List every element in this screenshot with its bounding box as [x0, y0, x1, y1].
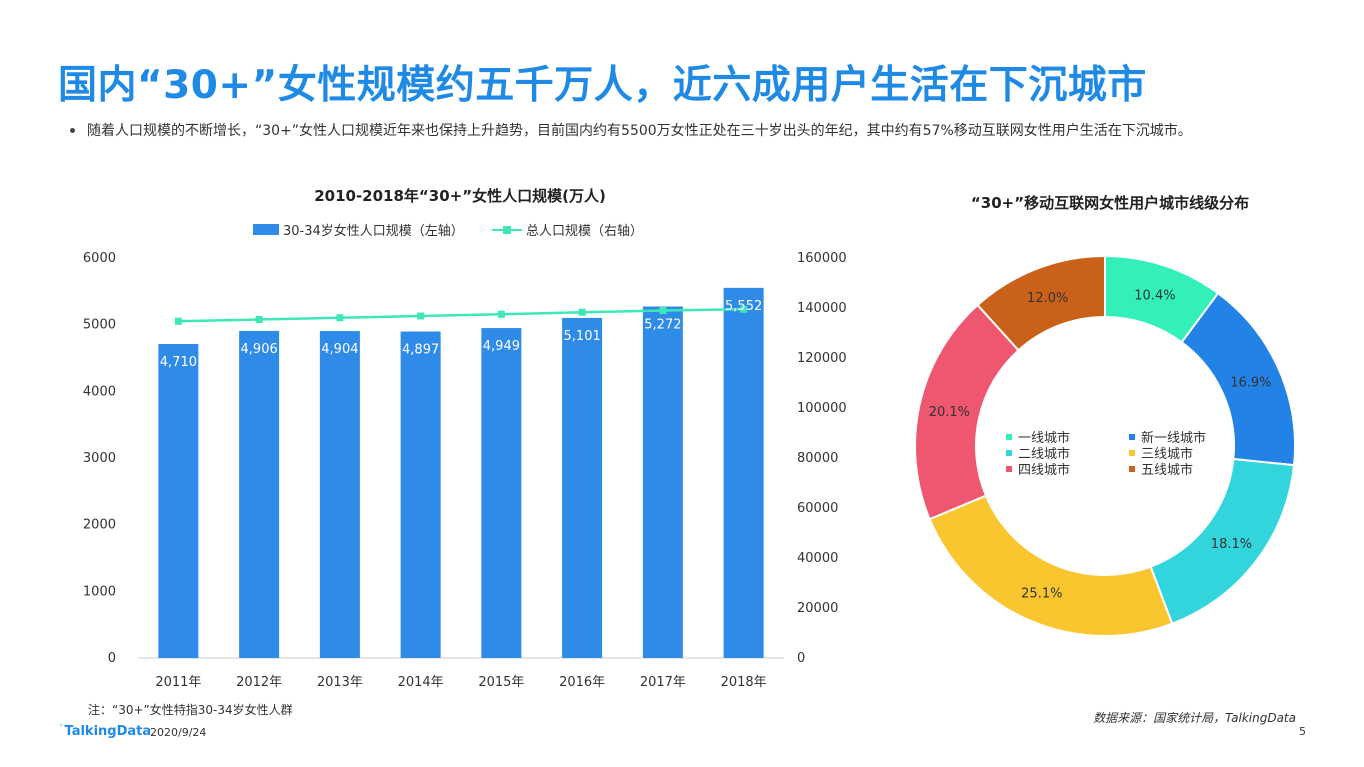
bar-chart-title: 2010-2018年“30+”女性人口规模(万人) [314, 187, 606, 205]
line-point [255, 316, 263, 323]
brand-mark: ˙ [58, 724, 65, 739]
y-left-tick-label: 4000 [83, 384, 116, 399]
pie-legend-tier3: 三线城市 [1129, 443, 1193, 462]
y-right-tick-label: 60000 [797, 501, 838, 516]
brand-logo: ˙TalkingData [58, 724, 151, 739]
y-right-tick-label: 20000 [797, 601, 838, 616]
y-right-tick-label: 80000 [797, 451, 838, 466]
line-point [497, 310, 505, 318]
pie-legend-label: 三线城市 [1141, 447, 1194, 462]
brand-name: TalkingData [64, 724, 152, 739]
legend-bar-label: 30-34岁女性人口规模（左轴） [283, 224, 464, 239]
pie-legend-swatch [1006, 433, 1012, 440]
bar-line-chart: 0100020003000400050006000020000400006000… [83, 251, 847, 690]
y-right-tick-label: 120000 [797, 351, 847, 366]
pie-legend-label: 四线城市 [1018, 463, 1071, 478]
bar [481, 328, 522, 658]
y-left-tick-label: 3000 [83, 451, 116, 466]
line-point [417, 312, 425, 320]
x-tick-label: 2014年 [398, 675, 444, 690]
line-point [336, 314, 344, 322]
x-tick-label: 2015年 [478, 675, 524, 690]
pie-legend-swatch [1129, 449, 1135, 456]
legend-bar-swatch [253, 224, 279, 235]
donut-chart-title: “30+”移动互联网女性用户城市线级分布 [970, 194, 1250, 212]
legend-line-series: 总人口规模（右轴） [492, 220, 643, 239]
pie-legend-tier4: 四线城市 [1006, 459, 1070, 478]
pie-legend-tier1: 一线城市 [1006, 427, 1070, 446]
pie-legend-label: 新一线城市 [1141, 431, 1207, 446]
bar-value-label: 5,101 [564, 329, 601, 344]
slice-label: 16.9% [1230, 375, 1271, 390]
bar-value-label: 4,710 [160, 355, 197, 370]
pie-legend-tier2: 二线城市 [1006, 443, 1070, 462]
bullet-point: 随着人口规模的不断增长，“30+”女性人口规模近年来也保持上升趋势，目前国内约有… [70, 121, 1270, 141]
bar [723, 287, 764, 658]
bar [319, 331, 360, 658]
x-tick-label: 2012年 [236, 675, 282, 690]
bar [642, 306, 683, 658]
x-tick-label: 2018年 [721, 675, 767, 690]
pie-legend-new-tier1: 新一线城市 [1129, 427, 1206, 446]
donut-chart: 10.4% 16.9% 18.1% 25.1% 20.1% 12.0% [914, 254, 1296, 637]
legend-bar-series: 30-34岁女性人口规模（左轴） [253, 220, 464, 239]
bar-value-label: 4,904 [321, 342, 358, 357]
y-right-tick-label: 140000 [797, 301, 847, 316]
pie-legend-label: 一线城市 [1018, 431, 1071, 446]
line-point [740, 305, 748, 313]
pie-legend-label: 二线城市 [1018, 447, 1071, 462]
y-left-tick-label: 0 [108, 651, 116, 666]
bullet-text: 随着人口规模的不断增长，“30+”女性人口规模近年来也保持上升趋势，目前国内约有… [87, 123, 1192, 139]
y-left-tick-label: 6000 [83, 251, 116, 266]
x-tick-label: 2011年 [155, 675, 201, 690]
slice-label: 20.1% [929, 405, 970, 420]
page-number: 5 [1299, 725, 1306, 738]
y-right-tick-label: 40000 [797, 551, 838, 566]
page-title: 国内“30+”女性规模约五千万人，近六成用户生活在下沉城市 [58, 63, 1147, 108]
legend-line-label: 总人口规模（右轴） [526, 224, 644, 239]
pie-legend-label: 五线城市 [1141, 463, 1194, 478]
y-left-tick-label: 2000 [83, 518, 116, 533]
pie-legend-tier5: 五线城市 [1129, 459, 1193, 478]
bar [158, 344, 199, 658]
bullet-dot [70, 128, 75, 133]
pie-legend-swatch [1006, 465, 1012, 472]
bar [562, 317, 603, 658]
bar-value-label: 5,552 [725, 299, 762, 314]
bar-value-label: 4,906 [241, 342, 278, 357]
total-population-line [178, 308, 744, 323]
y-left-tick-label: 5000 [83, 318, 116, 333]
donut-slice [928, 494, 1174, 637]
pie-legend-swatch [1129, 433, 1135, 440]
bar-value-label: 5,272 [644, 318, 681, 333]
slice-label: 12.0% [1027, 291, 1068, 306]
bar-value-label: 4,949 [483, 339, 520, 354]
x-tick-label: 2017年 [640, 675, 686, 690]
pie-legend-swatch [1129, 465, 1135, 472]
bar [239, 330, 280, 658]
bar-value-label: 4,897 [402, 343, 439, 358]
slice-label: 25.1% [1021, 586, 1062, 601]
x-tick-label: 2016年 [559, 675, 605, 690]
line-point [659, 307, 667, 314]
line-point [578, 308, 586, 316]
slice-label: 18.1% [1211, 537, 1252, 552]
footnote: 注：“30+”女性特指30-34岁女性人群 [88, 703, 293, 717]
y-right-tick-label: 0 [797, 651, 805, 666]
x-tick-label: 2013年 [317, 675, 363, 690]
line-point [174, 317, 182, 325]
legend-line-swatch [492, 224, 522, 235]
bar [400, 331, 441, 658]
pie-legend-swatch [1006, 449, 1012, 456]
data-source: 数据来源：国家统计局，TalkingData [1093, 711, 1296, 725]
y-right-tick-label: 100000 [797, 401, 847, 416]
report-date: 2020/9/24 [150, 726, 207, 739]
y-left-tick-label: 1000 [83, 584, 116, 599]
slice-label: 10.4% [1134, 289, 1175, 304]
y-right-tick-label: 160000 [797, 251, 847, 266]
donut-slice [976, 254, 1106, 352]
